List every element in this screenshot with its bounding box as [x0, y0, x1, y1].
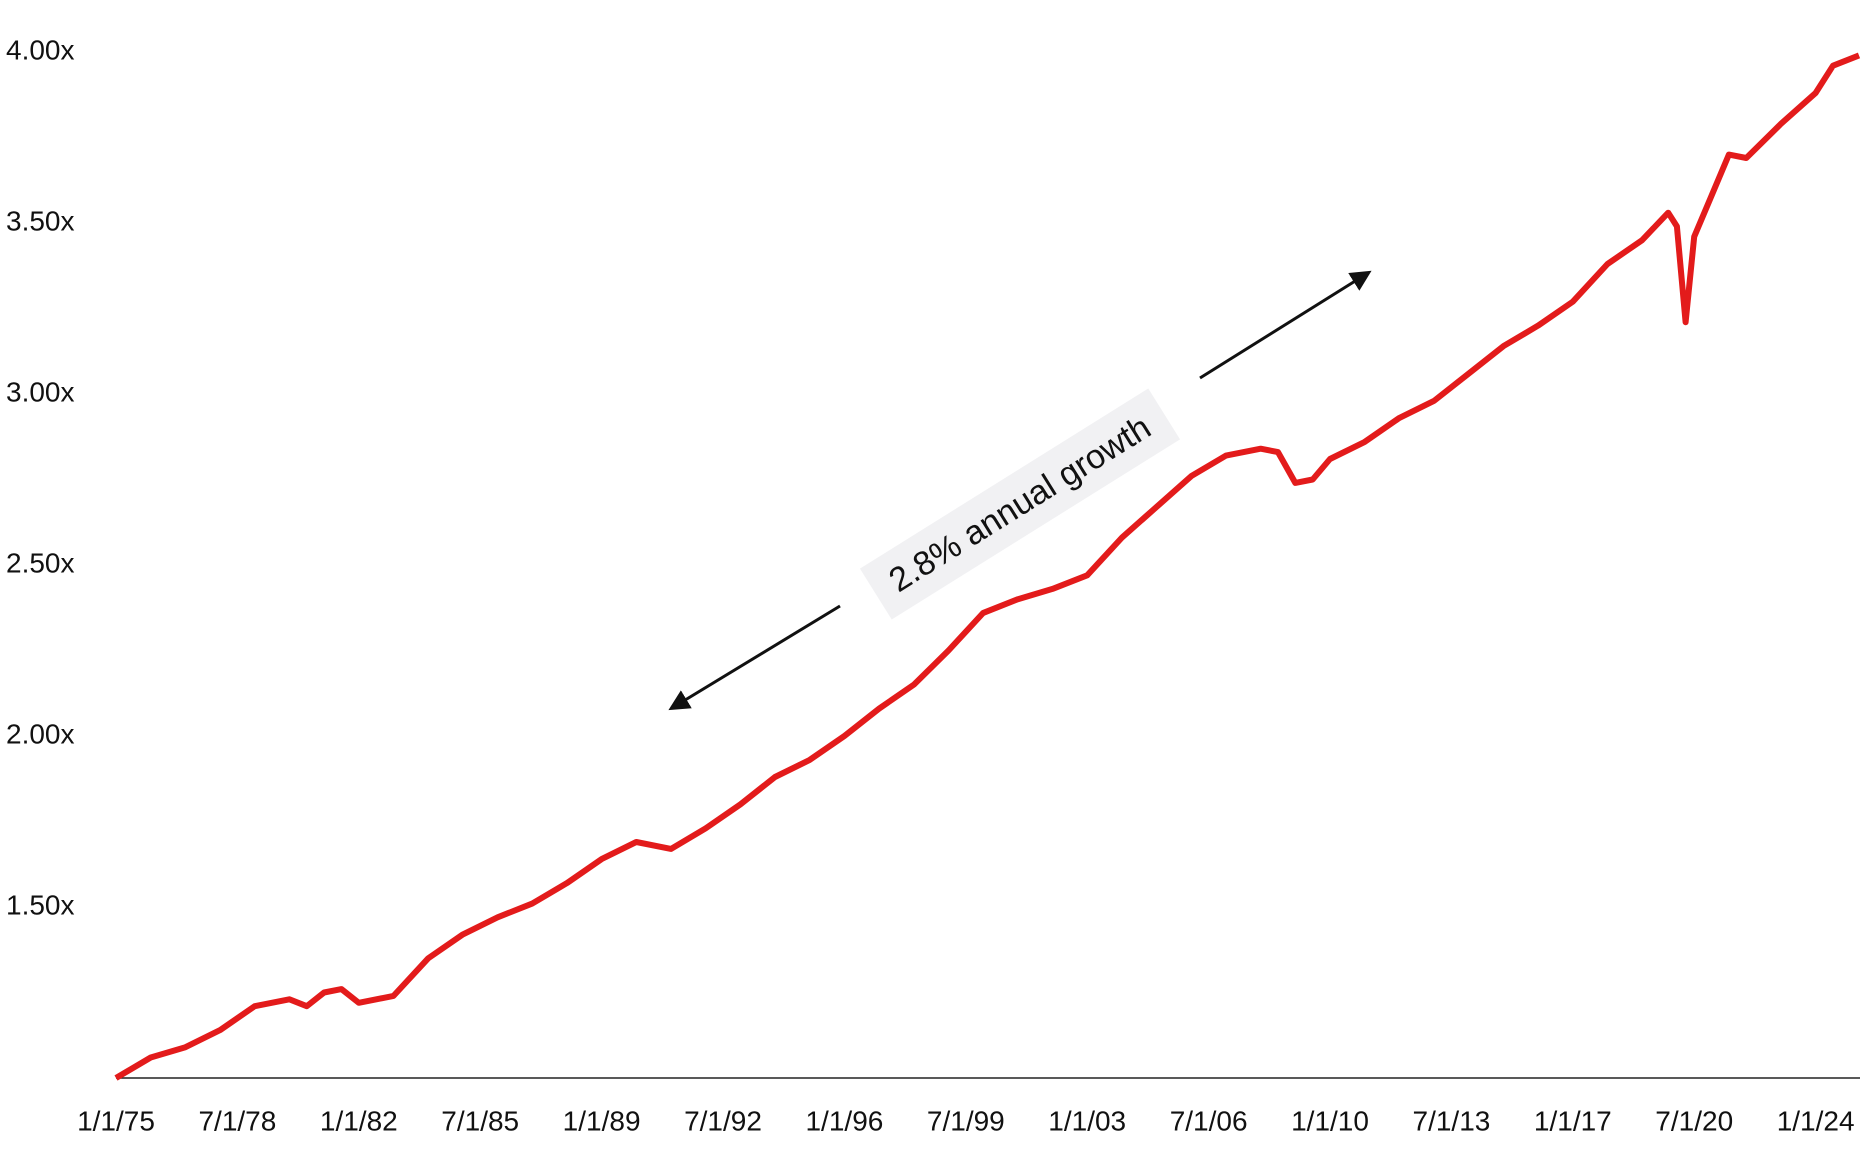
data-line: [114, 52, 1861, 1081]
x-tick-label: 7/1/13: [1413, 1105, 1491, 1136]
x-tick-label: 7/1/78: [198, 1105, 276, 1136]
x-tick-label: 7/1/20: [1655, 1105, 1733, 1136]
y-tick-label: 4.00x: [6, 34, 75, 65]
x-tick-label: 7/1/92: [684, 1105, 762, 1136]
y-tick-label: 3.00x: [6, 376, 75, 407]
y-tick-label: 2.50x: [6, 547, 75, 578]
annotation: 2.8% annual growth: [859, 388, 1181, 620]
x-tick-label: 1/1/82: [320, 1105, 398, 1136]
annotation-text: 2.8% annual growth: [882, 408, 1157, 599]
arrow-left: [668, 604, 841, 711]
x-tick-label: 1/1/75: [77, 1105, 155, 1136]
x-tick-label: 1/1/03: [1048, 1105, 1126, 1136]
x-tick-label: 1/1/89: [563, 1105, 641, 1136]
x-tick-label: 1/1/96: [805, 1105, 883, 1136]
arrow-right: [1199, 270, 1372, 380]
x-tick-label: 7/1/06: [1170, 1105, 1248, 1136]
y-tick-label: 3.50x: [6, 205, 75, 236]
y-tick-label: 1.50x: [6, 889, 75, 920]
x-tick-label: 1/1/10: [1291, 1105, 1369, 1136]
x-tick-label: 1/1/24: [1777, 1105, 1855, 1136]
x-tick-label: 7/1/85: [441, 1105, 519, 1136]
y-tick-label: 2.00x: [6, 718, 75, 749]
annotation-box: [859, 388, 1181, 620]
x-tick-label: 1/1/17: [1534, 1105, 1612, 1136]
x-tick-label: 7/1/99: [927, 1105, 1005, 1136]
